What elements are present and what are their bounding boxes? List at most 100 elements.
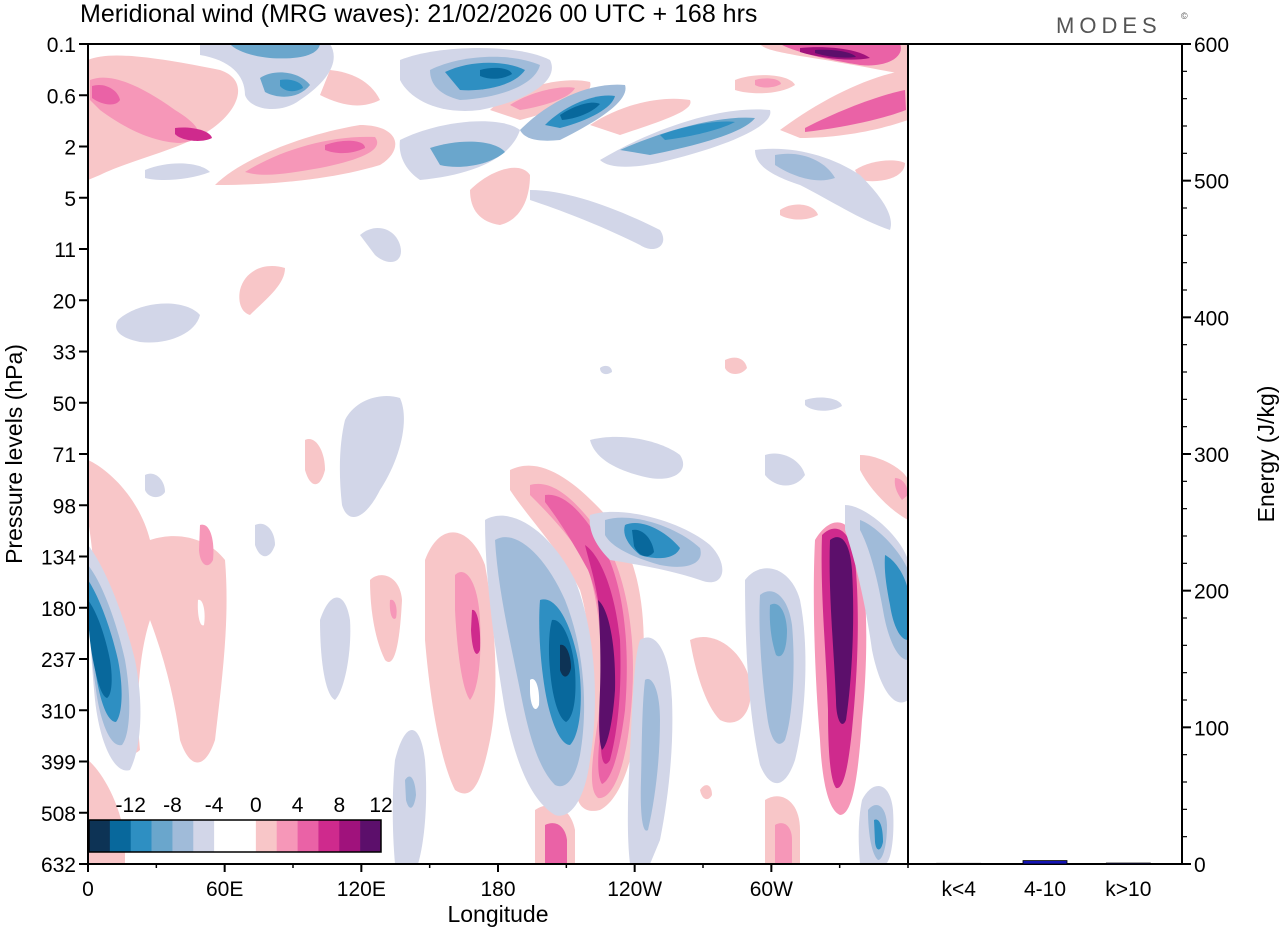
colorbar-label: 8 — [333, 794, 345, 817]
x-tick-label: 180 — [480, 878, 515, 901]
contour-pos-low-9-core — [545, 823, 567, 864]
contour-neg-mid-3 — [339, 396, 404, 517]
energy-category-label: 4-10 — [1024, 878, 1066, 901]
contour-zero-hole-2 — [197, 599, 205, 626]
contour-pos-upper-1-peak2 — [175, 127, 212, 141]
contour-neg-low-10-core — [874, 819, 883, 850]
y-axis-right: 0 100 200 300 400 500 600 — [1182, 34, 1229, 877]
contour-pos-mid-13 — [725, 357, 747, 375]
y-tick-label: 20 — [53, 290, 76, 313]
colorbar-swatch — [193, 820, 215, 852]
contour-neg-mid-2 — [360, 227, 401, 263]
energy-axis-label: Energy (J/kg) — [1253, 386, 1279, 523]
contour-neg-upper-7 — [145, 163, 210, 180]
energy-tick-label: 600 — [1194, 34, 1229, 57]
contour-pos-upper-2-peak — [325, 140, 365, 154]
y-tick-label: 5 — [64, 188, 76, 211]
contour-neg-upper-4-peak — [560, 102, 600, 120]
contour-neg-low-7-core — [640, 679, 660, 831]
contour-neg-upper-1-core — [230, 44, 320, 59]
energy-tick-label: 400 — [1194, 307, 1229, 330]
colorbar-swatch — [172, 820, 194, 852]
contour-neg-upper-6-core — [775, 153, 835, 181]
energy-bar — [1022, 860, 1068, 865]
energy-bar — [1105, 862, 1151, 865]
contour-neg-upper-8 — [530, 190, 664, 250]
x-tick-label: 120E — [337, 878, 386, 901]
contour-pos-low-4 — [370, 575, 402, 662]
colorbar-legend: -12 -8 -4 0 4 8 12 — [88, 794, 393, 853]
contour-pos-low-3 — [860, 455, 908, 520]
contour-neg-low-1-peak — [88, 600, 112, 698]
y-tick-label: 11 — [54, 239, 76, 262]
colorbar-swatch — [109, 820, 132, 852]
x-axis-bottom: 0 60E 120E 180 120W 60W — [82, 864, 909, 901]
brand-logo: MODES — [1056, 13, 1162, 38]
colorbar-swatch — [297, 820, 319, 852]
energy-category-label: k<4 — [941, 878, 976, 901]
contour-neg-low-9-core — [884, 555, 908, 640]
contour-pos-low-4-peak — [389, 599, 397, 619]
brand-mark: © — [1181, 11, 1188, 21]
energy-category-label: k>10 — [1105, 878, 1151, 901]
colorbar-swatch — [130, 820, 152, 852]
contour-pos-upper-1-peak — [92, 84, 120, 105]
contour-pos-upper-11 — [780, 204, 818, 220]
contour-pos-low-6-max — [598, 600, 616, 750]
contour-neg-low-8-core — [769, 603, 787, 657]
contour-pos-low-5-mid — [455, 572, 481, 700]
x-tick-label: 60W — [750, 878, 793, 901]
contour-neg-mid-1 — [116, 303, 200, 343]
y-tick-label: 0.6 — [47, 85, 76, 108]
contour-pos-upper-7-core — [755, 78, 781, 88]
contour-neg-upper-1-peak — [280, 79, 303, 92]
contour-neg-upper-2-peak — [480, 67, 512, 79]
y-axis-label: Pressure levels (hPa) — [1, 344, 27, 564]
colorbar-label: -8 — [163, 794, 182, 817]
contour-pos-upper-5 — [590, 98, 691, 135]
colorbar-swatch — [318, 820, 340, 852]
contour-neg-upper-5-peak — [660, 121, 735, 140]
contour-neg-low-11 — [765, 453, 805, 486]
energy-tick-label: 100 — [1194, 717, 1229, 740]
energy-tick-label: 500 — [1194, 171, 1229, 194]
x-tick-label: 120W — [607, 878, 662, 901]
y-tick-label: 237 — [41, 649, 76, 672]
energy-tick-label: 200 — [1194, 581, 1229, 604]
energy-bar — [936, 862, 982, 865]
y-tick-label: 2 — [64, 137, 76, 160]
colorbar-label: 4 — [292, 794, 304, 817]
contour-zero-hole-1 — [530, 679, 540, 710]
colorbar-swatch — [151, 820, 173, 852]
colorbar-swatch — [360, 820, 382, 852]
colorbar-swatch — [276, 820, 298, 852]
wind-contours — [88, 44, 908, 864]
contour-neg-low-12 — [145, 473, 165, 498]
colorbar-label: 0 — [250, 794, 262, 817]
colorbar-label: -4 — [205, 794, 224, 817]
y-tick-label: 33 — [53, 342, 76, 365]
contour-pos-upper-8-max — [815, 49, 856, 58]
colorbar-swatch — [255, 820, 278, 852]
contour-neg-mid-6 — [600, 365, 612, 375]
y-tick-label: 0.1 — [47, 34, 76, 57]
contour-neg-low-6-peak — [632, 529, 654, 557]
contour-neg-low-5-max — [560, 644, 571, 677]
colorbar-swatch — [339, 820, 361, 852]
contour-pos-upper-6 — [470, 167, 530, 225]
colorbar-swatch — [89, 820, 111, 852]
x-tick-label: 60E — [206, 878, 243, 901]
contour-pos-upper-9 — [780, 70, 908, 138]
contour-pos-upper-4-core — [510, 87, 575, 110]
contour-pos-upper-10 — [855, 160, 905, 182]
contour-pos-low-10-core — [775, 823, 792, 864]
contour-neg-mid-4 — [590, 436, 684, 479]
energy-tick-label: 0 — [1194, 854, 1206, 877]
contour-pos-low-1-peak — [199, 524, 214, 566]
colorbar-swatch — [214, 820, 236, 852]
contour-pos-low-5-peak — [471, 609, 481, 654]
y-tick-label: 180 — [41, 598, 76, 621]
x-tick-label: 0 — [82, 878, 94, 901]
colorbar-label: -12 — [116, 794, 146, 817]
energy-bars: k<4 4-10 k>10 — [936, 860, 1151, 901]
